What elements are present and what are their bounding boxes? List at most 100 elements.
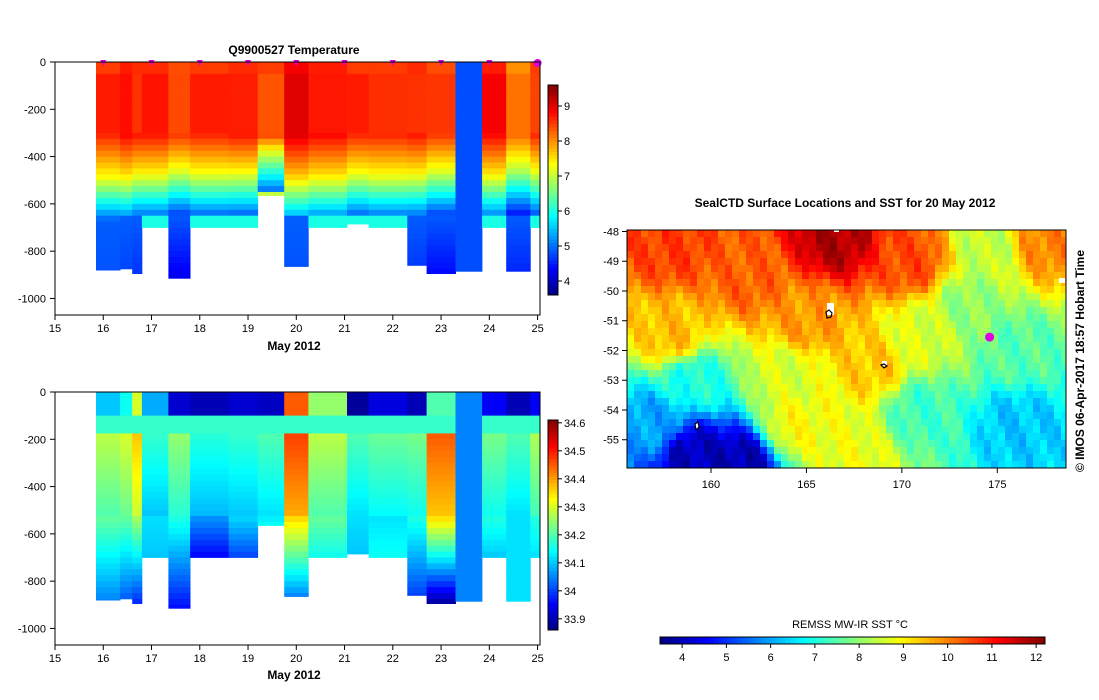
sst-cell [746,398,754,406]
sst-cell [956,391,964,399]
sst-cell [1033,349,1041,357]
sst-cell [669,398,677,406]
profile-cell [426,439,456,446]
profile-cell [426,587,456,594]
profile-cell [347,174,370,181]
sst-cell [1026,342,1034,350]
sst-cell [634,363,642,371]
sst-cell [949,279,957,287]
profile-cell [368,198,408,205]
sst-cell [949,293,957,301]
colorbar-segment [862,637,868,644]
profile-cell [141,409,169,416]
colorbar-segment [818,637,825,644]
profile-cell [455,551,483,558]
sst-cell [956,370,964,378]
profile-cell [455,445,483,452]
sst-cell [760,412,768,420]
profile-cell [347,144,370,152]
sst-cell [1033,265,1041,273]
profile-cell [96,462,121,470]
profile-cell [308,203,348,211]
sst-cell [788,356,796,364]
profile-cell [407,433,427,440]
colorbar-segment [548,423,558,428]
sst-cell [802,433,810,441]
sst-cell [641,272,649,280]
colorbar-segment [548,162,558,166]
sst-cell [627,286,635,294]
sst-cell [970,286,978,294]
sst-cell [851,286,859,294]
sst-cell [935,356,943,364]
sst-cell [998,307,1006,315]
colorbar-segment [548,221,558,226]
sst-cell [774,342,782,350]
x-tick-label: 18 [194,653,206,665]
profile-cell [141,533,169,541]
sst-cell [669,300,677,308]
sst-cell [1026,272,1034,280]
sst-cell [949,307,957,315]
sst-cell [816,412,824,420]
sst-cell [900,286,908,294]
sst-cell [1061,405,1067,413]
sst-cell [900,391,908,399]
sst-cell [956,363,964,371]
sst-cell [725,265,733,273]
profile-cell [120,162,133,169]
sst-cell [879,328,887,336]
sst-cell [753,363,761,371]
sst-cell [683,230,691,238]
sst-cell [1054,237,1062,245]
sst-cell [711,279,719,287]
sst-cell [788,230,796,238]
profile-cell [284,227,309,234]
sst-cell [767,384,775,392]
sst-cell [1047,279,1055,287]
sst-cell [1033,454,1041,462]
sst-cell [886,433,894,441]
profile-cell [426,433,456,440]
sst-cell [704,286,712,294]
profile-cell [482,150,507,157]
sst-cell [1005,356,1013,364]
sst-cell [676,356,684,364]
sst-cell [865,370,873,378]
profile-cell [132,427,143,434]
sst-cell [844,440,852,448]
sst-cell [956,461,964,469]
colorbar-segment [548,588,558,592]
sst-cell [1019,237,1027,245]
profile-cell [190,415,230,422]
profile-cell [284,132,309,140]
sst-cell [963,251,971,259]
profile-cell [426,581,456,588]
profile-cell [96,421,121,428]
sst-cell [830,258,838,266]
sst-cell [648,377,656,385]
profile-cell [455,257,483,264]
profile-cell [228,127,259,134]
sst-cell [1040,314,1048,322]
profile-cell [228,516,259,523]
sst-cell [648,419,656,427]
colorbar-segment [548,472,558,477]
sst-cell [767,419,775,427]
colorbar-segment [548,626,558,631]
profile-cell [284,421,309,428]
profile-cell [168,445,191,452]
sst-cell [704,461,712,469]
profile-cell [96,257,121,264]
sst-cell [781,370,789,378]
sst-cell [907,286,915,294]
sst-cell [711,405,719,413]
sst-cell [788,412,796,420]
profile-cell [482,174,507,181]
sst-cell [655,377,663,385]
profile-cell [482,551,507,558]
sst-cell [837,279,845,287]
sst-cell [830,419,838,427]
sst-cell [760,307,768,315]
